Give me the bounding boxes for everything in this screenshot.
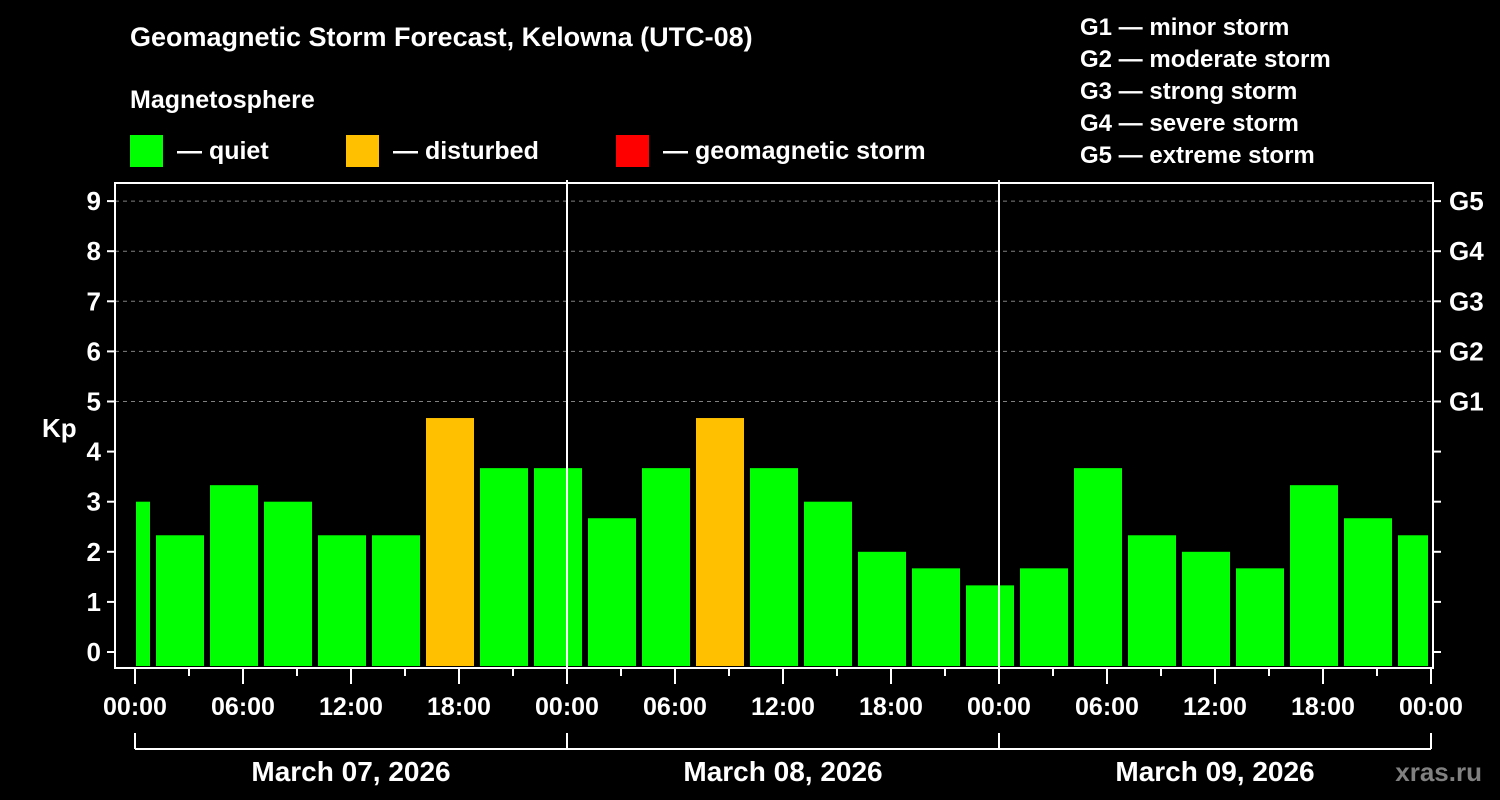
chart-title: Geomagnetic Storm Forecast, Kelowna (UTC… [130,22,753,52]
y-tick-label: 9 [87,186,101,216]
g-scale-axis-label: G4 [1449,236,1484,266]
kp-bar [588,518,636,666]
kp-bar [480,468,528,666]
x-tick-label: 00:00 [103,693,167,721]
kp-bar [966,585,1014,666]
g-scale-item: G3 — strong storm [1080,78,1298,105]
date-label: March 07, 2026 [251,756,450,787]
legend-label-storm: — geomagnetic storm [663,136,926,165]
kp-bar [696,418,744,666]
kp-bar [750,468,798,666]
x-tick-label: 06:00 [1075,693,1139,721]
kp-bar [136,501,150,666]
plot-frame [114,182,1434,669]
g-scale-axis-label: G5 [1449,186,1484,216]
x-tick-label: 00:00 [1399,693,1463,721]
g-scale-item: G4 — severe storm [1080,110,1299,137]
y-tick-label: 4 [87,437,102,467]
x-tick-label: 00:00 [535,693,599,721]
y-tick-label: 8 [87,236,101,266]
legend-label-quiet: — quiet [177,136,269,165]
watermark: xras.ru [1395,757,1482,787]
kp-bar [426,418,474,666]
y-tick-label: 6 [87,336,101,366]
y-axis-label: Kp [42,413,77,443]
kp-bar [1290,485,1338,666]
kp-bar [1128,535,1176,666]
legend-item-quiet: — quiet [130,135,269,167]
storm-swatch [616,135,649,167]
y-tick-label: 0 [87,637,101,667]
y-tick-label: 1 [87,587,101,617]
kp-bar [642,468,690,666]
kp-bar [264,501,312,666]
g-scale-axis-label: G1 [1449,387,1484,417]
kp-bar [804,501,852,666]
x-tick-label: 18:00 [859,693,923,721]
kp-bar [1344,518,1392,666]
legend-title: Magnetosphere [130,86,315,114]
kp-bar [1182,551,1230,666]
legend-item-storm: — geomagnetic storm [616,135,926,167]
y-tick-label: 5 [87,387,101,417]
x-tick-label: 12:00 [319,693,383,721]
g-scale-item: G2 — moderate storm [1080,46,1331,73]
g-scale-axis-label: G2 [1449,336,1484,366]
kp-bar [1236,568,1284,666]
quiet-swatch [130,135,163,167]
legend-item-disturbed: — disturbed [346,135,539,167]
kp-bar [1398,535,1428,666]
x-tick-label: 00:00 [967,693,1031,721]
legend-label-disturbed: — disturbed [393,136,539,165]
disturbed-swatch [346,135,379,167]
kp-bar [534,468,582,666]
kp-bar [1074,468,1122,666]
y-tick-label: 3 [87,487,101,517]
kp-bar [318,535,366,666]
kp-bar [156,535,204,666]
x-tick-label: 18:00 [427,693,491,721]
x-tick-label: 12:00 [1183,693,1247,721]
kp-bar [372,535,420,666]
x-tick-label: 18:00 [1291,693,1355,721]
y-tick-label: 2 [87,537,101,567]
g-scale-item: G1 — minor storm [1080,14,1290,41]
kp-bar [858,551,906,666]
y-tick-label: 7 [87,286,101,316]
g-scale-axis-label: G3 [1449,286,1484,316]
kp-bar [210,485,258,666]
date-label: March 08, 2026 [683,756,882,787]
kp-bar [1020,568,1068,666]
x-tick-label: 06:00 [211,693,275,721]
g-scale-item: G5 — extreme storm [1080,142,1315,169]
x-tick-label: 12:00 [751,693,815,721]
date-label: March 09, 2026 [1115,756,1314,787]
g-scale-legend: G1 — minor storm G2 — moderate storm G3 … [1080,12,1331,172]
x-tick-label: 06:00 [643,693,707,721]
kp-bar [912,568,960,666]
